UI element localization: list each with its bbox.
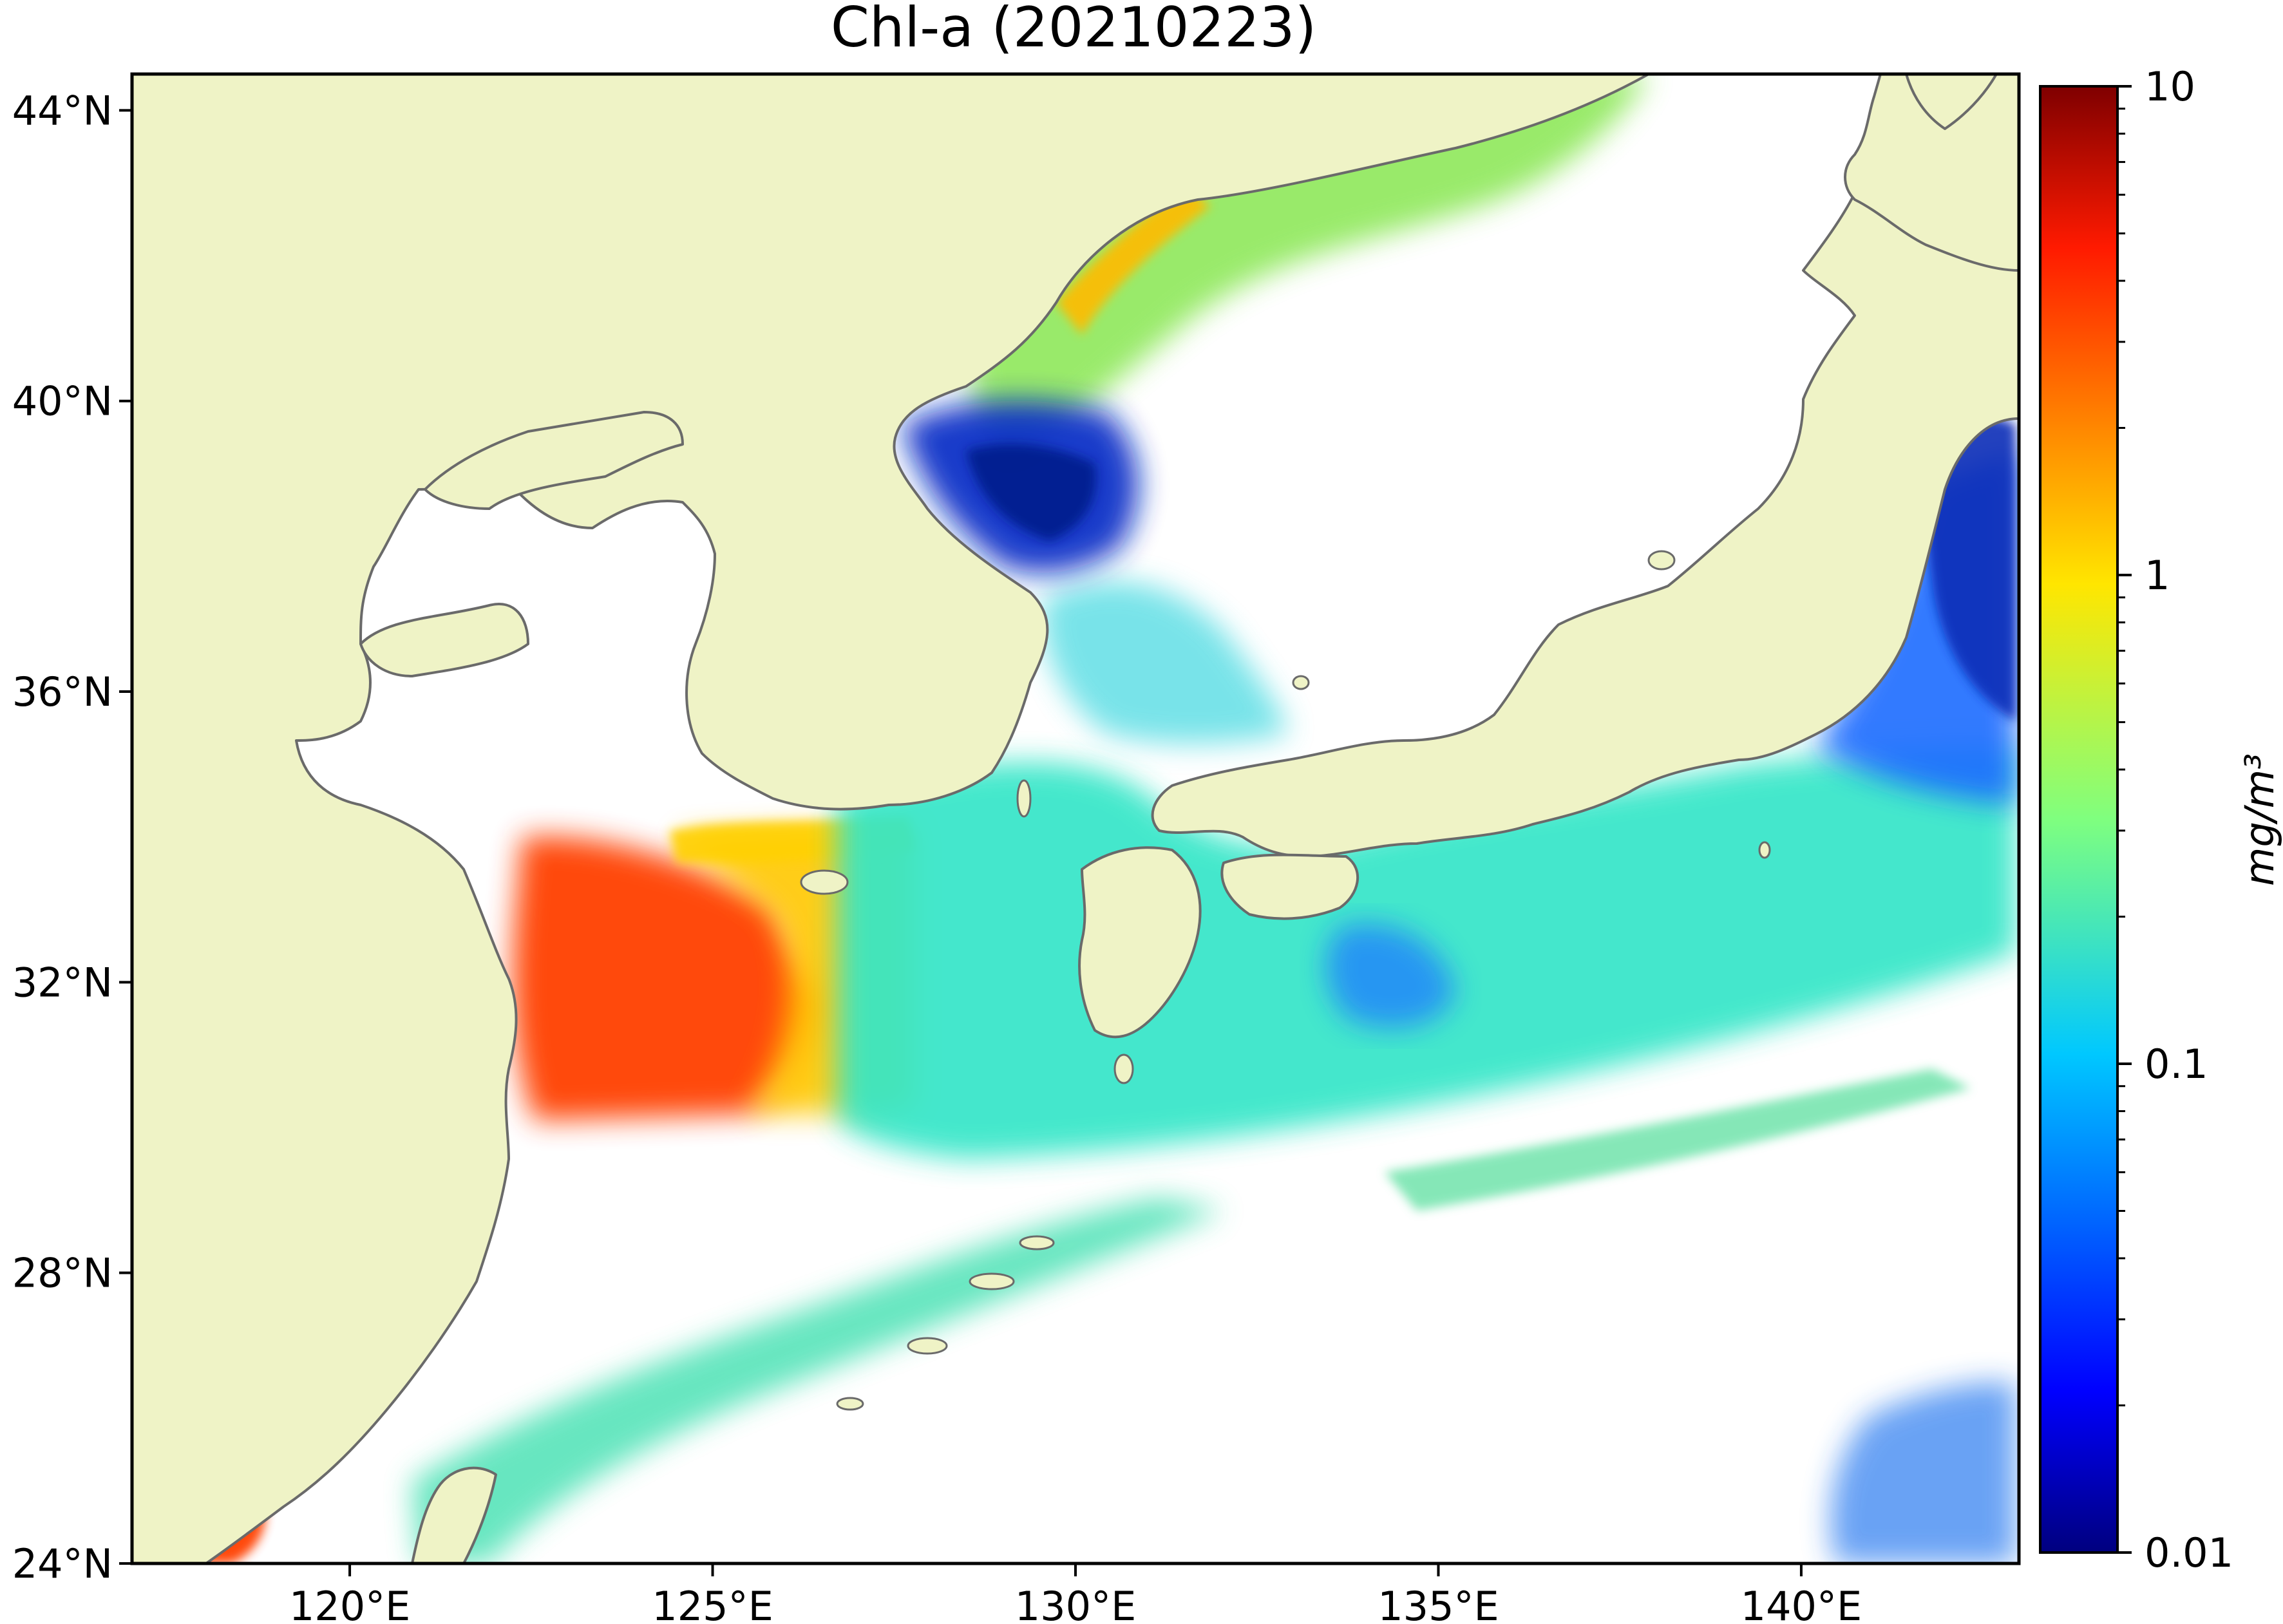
korea-bay-dark-navy: [966, 444, 1096, 541]
lon-tick-label: 130°E: [1015, 1583, 1137, 1624]
colorbar-tick-label: 0.1: [2145, 1041, 2208, 1088]
ryukyu-island-1: [1019, 1235, 1055, 1251]
land-masses: [132, 74, 2019, 1563]
sado-island: [1647, 550, 1676, 571]
liaodong-peninsula-land: [424, 411, 684, 510]
shandong-peninsula-land: [359, 603, 529, 677]
jeju-island: [800, 869, 849, 895]
taiwan-strait-band: [412, 1198, 1224, 1563]
tanegashima-island: [1113, 1053, 1134, 1084]
pacific-scattered-green-streak: [1385, 1069, 1971, 1211]
colorbar-tick-label: 1: [2145, 552, 2170, 599]
southeast-pacific-blue-patch: [1830, 1382, 2016, 1563]
colorbar-gradient: [2039, 85, 2119, 1554]
japan-honshu-land: [1151, 74, 2019, 858]
ryukyu-island-2: [969, 1272, 1015, 1290]
ryukyu-island-3: [907, 1337, 948, 1355]
lat-tick-label: 40°N: [12, 378, 113, 425]
tsushima-island: [1016, 779, 1032, 818]
taiwan-land: [411, 1466, 497, 1563]
longitude-axis: 120°E 125°E 130°E 135°E 140°E: [289, 1563, 1862, 1624]
east-china-sea-high-chl-patch: [513, 836, 824, 1120]
island-chain: [800, 550, 1771, 1411]
lat-tick-label: 28°N: [12, 1250, 113, 1297]
lat-tick-label: 36°N: [12, 668, 113, 715]
hachijo-island: [1758, 841, 1771, 859]
map-panel: [132, 74, 2019, 1563]
colorbar-unit-label: mg/m³: [2236, 753, 2283, 886]
hokkaido-land: [1844, 74, 2019, 272]
colorbar-tick-label: 0.01: [2145, 1529, 2233, 1576]
ryukyu-island-4: [836, 1397, 864, 1411]
lat-tick-label: 24°N: [12, 1540, 113, 1587]
sakhalin-tip-land: [1905, 74, 1998, 130]
colorbar: 10 1 0.1 0.01 mg/m³: [2039, 63, 2283, 1576]
colorbar-ticks: 10 1 0.1 0.01: [2117, 63, 2233, 1576]
north-pacific-deep-blue: [1922, 416, 2016, 721]
korea-east-coast-yellow: [1056, 187, 1211, 335]
sea-of-japan-north-field: [971, 74, 1649, 464]
lon-tick-label: 120°E: [289, 1583, 411, 1624]
lon-tick-label: 140°E: [1741, 1583, 1862, 1624]
sea-of-japan-south-field: [1042, 581, 1288, 744]
kyushu-land: [1078, 846, 1202, 1039]
lat-tick-label: 44°N: [12, 87, 113, 134]
lon-tick-label: 135°E: [1378, 1583, 1499, 1624]
shikoku-basin-blue-eddy: [1325, 923, 1455, 1028]
oki-island: [1292, 675, 1310, 690]
lon-tick-label: 125°E: [652, 1583, 773, 1624]
colorbar-tick-label: 10: [2145, 63, 2195, 110]
latitude-axis: 24°N 28°N 32°N 36°N 40°N 44°N: [12, 87, 132, 1587]
map-title: Chl-a (20210223): [831, 0, 1316, 60]
lat-tick-label: 32°N: [12, 959, 113, 1006]
shikoku-land: [1220, 853, 1359, 920]
